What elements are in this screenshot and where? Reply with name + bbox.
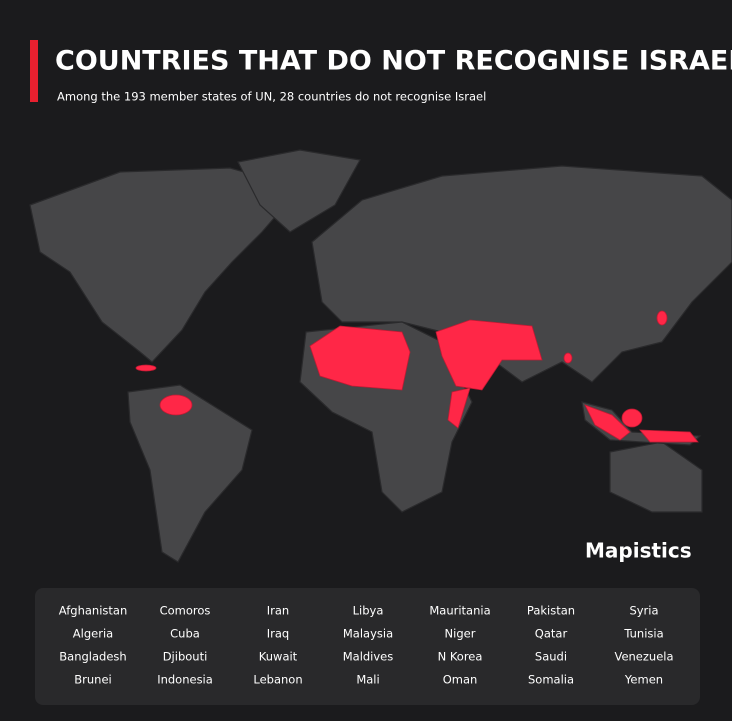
country-name: Cuba [170, 627, 200, 641]
country-name: Algeria [73, 627, 113, 641]
country-name: Comoros [160, 604, 211, 618]
country-name: Djibouti [163, 650, 208, 664]
country-name: Qatar [535, 627, 568, 641]
country-name: Iraq [267, 627, 289, 641]
country-name: Indonesia [157, 673, 213, 687]
country-name: Lebanon [253, 673, 302, 687]
country-name: Afghanistan [59, 604, 127, 618]
subtitle: Among the 193 member states of UN, 28 co… [57, 90, 486, 104]
country-name: Saudi [535, 650, 567, 664]
country-name: Malaysia [343, 627, 393, 641]
country-name: Yemen [624, 673, 663, 687]
country-name: Niger [445, 627, 476, 641]
title: COUNTRIES THAT DO NOT RECOGNISE ISRAEL [55, 46, 732, 77]
country-name: Mauritania [429, 604, 490, 618]
country-name: Libya [353, 604, 384, 618]
country-name: Pakistan [527, 604, 575, 618]
country-name: Iran [267, 604, 289, 618]
world-map [29, 149, 732, 563]
country-list: Afghanistan Algeria Bangladesh Brunei Comoro… [59, 604, 674, 687]
country-name: Venezuela [614, 650, 673, 664]
country-name: Syria [629, 604, 658, 618]
accent-bar [30, 40, 38, 102]
country-name: Kuwait [259, 650, 298, 664]
brand: Mapistics [585, 539, 692, 563]
country-name: Brunei [74, 673, 111, 687]
country-name: Maldives [343, 650, 394, 664]
country-name: Bangladesh [59, 650, 126, 664]
country-list-box [35, 588, 700, 705]
country-name: N Korea [438, 650, 483, 664]
country-name: Oman [443, 673, 478, 687]
country-name: Tunisia [623, 627, 663, 641]
country-name: Mali [356, 673, 379, 687]
country-name: Somalia [528, 673, 574, 687]
